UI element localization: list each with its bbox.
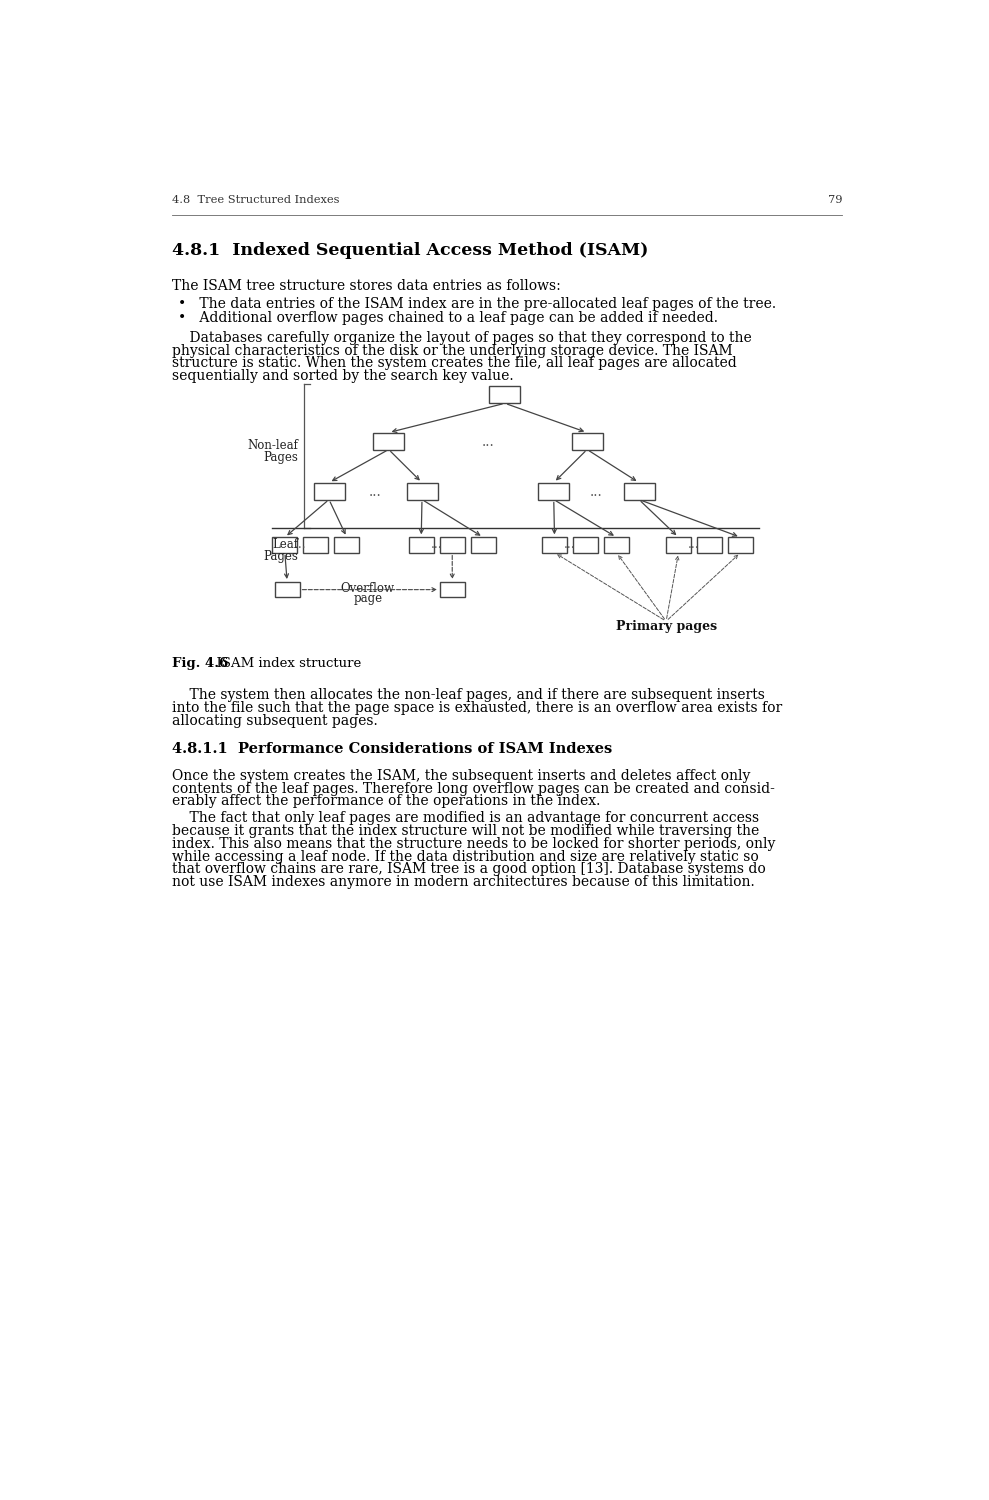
- Text: Overflow: Overflow: [341, 582, 395, 594]
- Text: ...: ...: [564, 538, 576, 552]
- Bar: [314, 483, 344, 500]
- Bar: [440, 537, 465, 552]
- Bar: [538, 483, 570, 500]
- Text: ISAM index structure: ISAM index structure: [208, 657, 361, 670]
- Bar: [272, 537, 298, 552]
- Text: ...: ...: [431, 538, 442, 552]
- Text: The ISAM tree structure stores data entries as follows:: The ISAM tree structure stores data entr…: [172, 279, 561, 292]
- Bar: [406, 483, 437, 500]
- Bar: [667, 537, 691, 552]
- Text: Leaf: Leaf: [272, 538, 298, 552]
- Text: that overflow chains are rare, ISAM tree is a good option [13]. Database systems: that overflow chains are rare, ISAM tree…: [172, 862, 765, 876]
- Text: Once the system creates the ISAM, the subsequent inserts and deletes affect only: Once the system creates the ISAM, the su…: [172, 770, 750, 783]
- Text: Pages: Pages: [263, 550, 298, 562]
- Bar: [604, 537, 629, 552]
- Bar: [572, 432, 602, 450]
- Text: erably affect the performance of the operations in the index.: erably affect the performance of the ope…: [172, 795, 600, 808]
- Text: ...: ...: [369, 484, 382, 500]
- Bar: [275, 582, 300, 597]
- Bar: [440, 582, 465, 597]
- Text: physical characteristics of the disk or the underlying storage device. The ISAM: physical characteristics of the disk or …: [172, 344, 732, 357]
- Text: The system then allocates the non-leaf pages, and if there are subsequent insert: The system then allocates the non-leaf p…: [172, 688, 764, 702]
- Bar: [334, 537, 359, 552]
- Text: ...: ...: [295, 538, 307, 552]
- Bar: [728, 537, 753, 552]
- Text: Non-leaf: Non-leaf: [247, 440, 298, 452]
- Text: Fig. 4.6: Fig. 4.6: [172, 657, 227, 670]
- Text: not use ISAM indexes anymore in modern architectures because of this limitation.: not use ISAM indexes anymore in modern a…: [172, 874, 755, 890]
- Text: structure is static. When the system creates the file, all leaf pages are alloca: structure is static. When the system cre…: [172, 357, 737, 370]
- Bar: [573, 537, 598, 552]
- Text: into the file such that the page space is exhausted, there is an overflow area e: into the file such that the page space i…: [172, 700, 782, 715]
- Text: sequentially and sorted by the search key value.: sequentially and sorted by the search ke…: [172, 369, 513, 382]
- Bar: [623, 483, 655, 500]
- Text: while accessing a leaf node. If the data distribution and size are relatively st: while accessing a leaf node. If the data…: [172, 849, 759, 864]
- Text: ...: ...: [590, 484, 602, 500]
- Text: contents of the leaf pages. Therefore long overflow pages can be created and con: contents of the leaf pages. Therefore lo…: [172, 782, 774, 796]
- Text: The fact that only leaf pages are modified is an advantage for concurrent access: The fact that only leaf pages are modifi…: [172, 812, 759, 825]
- Text: Databases carefully organize the layout of pages so that they correspond to the: Databases carefully organize the layout …: [172, 332, 752, 345]
- Bar: [697, 537, 722, 552]
- Text: because it grants that the index structure will not be modified while traversing: because it grants that the index structu…: [172, 824, 759, 839]
- Text: ...: ...: [688, 538, 700, 552]
- Bar: [373, 432, 405, 450]
- Text: ...: ...: [482, 435, 494, 448]
- Text: 79: 79: [828, 195, 842, 204]
- Text: •   Additional overflow pages chained to a leaf page can be added if needed.: • Additional overflow pages chained to a…: [178, 310, 718, 326]
- Bar: [304, 537, 328, 552]
- Text: index. This also means that the structure needs to be locked for shorter periods: index. This also means that the structur…: [172, 837, 775, 850]
- Text: Pages: Pages: [263, 450, 298, 464]
- Text: Primary pages: Primary pages: [615, 620, 717, 633]
- Bar: [471, 537, 495, 552]
- Text: 4.8.1.1  Performance Considerations of ISAM Indexes: 4.8.1.1 Performance Considerations of IS…: [172, 742, 612, 756]
- Text: page: page: [353, 592, 383, 606]
- Bar: [408, 537, 433, 552]
- Text: 4.8.1  Indexed Sequential Access Method (ISAM): 4.8.1 Indexed Sequential Access Method (…: [172, 242, 648, 258]
- Text: 4.8  Tree Structured Indexes: 4.8 Tree Structured Indexes: [172, 195, 339, 204]
- Bar: [490, 387, 520, 404]
- Bar: [542, 537, 567, 552]
- Text: allocating subsequent pages.: allocating subsequent pages.: [172, 714, 378, 728]
- Text: •   The data entries of the ISAM index are in the pre-allocated leaf pages of th: • The data entries of the ISAM index are…: [178, 297, 776, 310]
